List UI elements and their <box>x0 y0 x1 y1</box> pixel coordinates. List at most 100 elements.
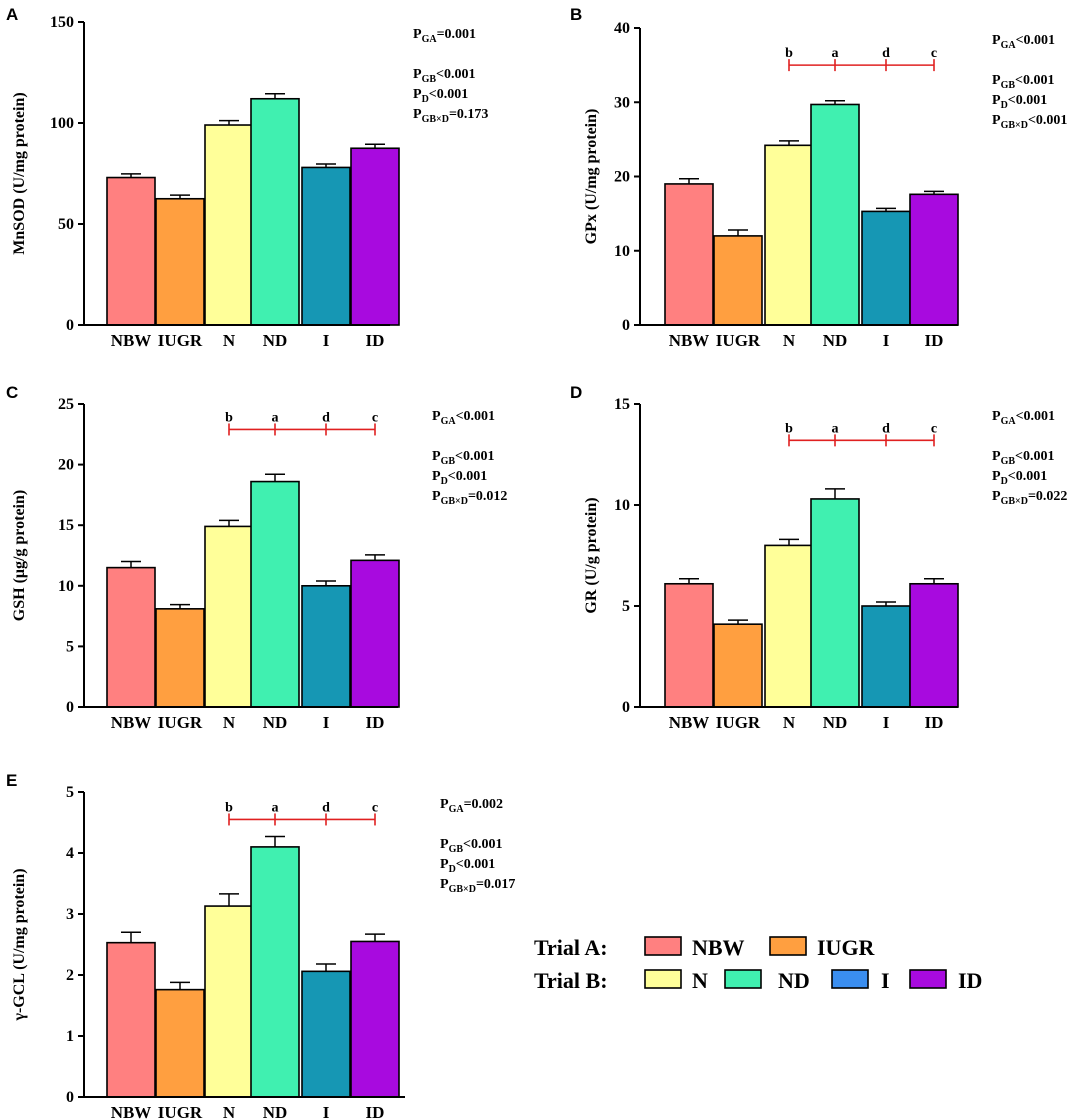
stat-line: PD<0.001 <box>992 93 1047 111</box>
bar-id <box>350 147 400 326</box>
stat-value: =0.017 <box>476 877 515 892</box>
legend-swatch <box>644 936 682 956</box>
y-tick-label: 40 <box>614 20 630 37</box>
legend-item-nbw: NBW <box>644 935 745 960</box>
bar-id <box>909 582 959 708</box>
bar-n <box>204 905 254 1098</box>
legend-swatch <box>769 936 807 956</box>
bar-nd <box>810 498 860 708</box>
stat-subscript: GB×D <box>1001 496 1028 507</box>
y-axis-label: GSH (μg/g protein) <box>11 490 28 621</box>
legend-label: N <box>692 968 708 993</box>
bar-n <box>764 544 814 708</box>
significance-letter: d <box>322 410 330 425</box>
error-bar <box>316 580 336 586</box>
x-tick-label: N <box>223 331 236 350</box>
x-tick-label: ID <box>925 331 944 350</box>
x-tick-label: N <box>783 331 796 350</box>
y-tick-label: 4 <box>66 845 74 862</box>
panel-b: B NBW IUGR N ND I ID 0 10 20 30 40 GPx (U/mg protein… <box>570 5 1067 350</box>
significance-letter: c <box>372 410 378 425</box>
legend-item-n: N <box>644 968 708 993</box>
stat-p: P <box>432 409 441 424</box>
stat-value: =0.001 <box>437 27 476 42</box>
y-tick-label: 15 <box>614 396 630 413</box>
x-tick-label: ND <box>263 713 288 732</box>
legend-swatch <box>909 969 947 989</box>
x-tick-label: N <box>223 713 236 732</box>
stat-line: PGB<0.001 <box>440 837 503 855</box>
bar-id <box>350 559 400 708</box>
stat-line: PGB<0.001 <box>992 449 1055 467</box>
y-tick-label: 100 <box>50 115 74 132</box>
significance-letter: c <box>372 800 378 815</box>
stat-subscript: GB <box>422 74 437 85</box>
x-tick-label: ID <box>925 713 944 732</box>
y-tick-label: 20 <box>614 169 630 186</box>
stat-line: PGA=0.001 <box>413 27 476 45</box>
significance-letter: b <box>225 410 233 425</box>
stat-p: P <box>432 489 441 504</box>
bar-iugr <box>713 623 763 708</box>
stat-line: PGA<0.001 <box>432 409 495 427</box>
y-axis-label: GPx (U/mg protein) <box>583 109 600 245</box>
x-tick-label: I <box>323 713 330 732</box>
bar-nbw <box>664 183 714 326</box>
significance-letter: a <box>272 410 279 425</box>
stat-value: =0.002 <box>464 797 503 812</box>
stat-line: PGA<0.001 <box>992 409 1055 427</box>
error-bar <box>219 519 239 527</box>
stat-line: PGB<0.001 <box>413 67 476 85</box>
bar-i <box>301 584 351 708</box>
stat-subscript: GB <box>1001 456 1016 467</box>
error-bar <box>265 92 285 99</box>
legend-trial-b: Trial B: <box>534 968 608 993</box>
stat-p: P <box>440 877 449 892</box>
stat-p: P <box>432 449 441 464</box>
stat-p: P <box>413 67 422 82</box>
bar-nbw <box>664 582 714 708</box>
stat-value: <0.001 <box>1016 409 1055 424</box>
x-tick-label: I <box>323 1103 330 1119</box>
x-tick-label: I <box>323 331 330 350</box>
stat-subscript: GA <box>441 416 457 427</box>
x-tick-label: I <box>883 713 890 732</box>
stat-p: P <box>413 27 422 42</box>
panel-letter: A <box>6 5 18 24</box>
significance-letter: a <box>832 46 839 61</box>
stat-subscript: GB×D <box>441 496 468 507</box>
bar-i <box>301 970 351 1098</box>
legend-swatch <box>724 969 762 989</box>
error-bar <box>365 933 385 942</box>
stat-value: =0.022 <box>1028 489 1067 504</box>
y-tick-label: 20 <box>58 457 74 474</box>
x-tick-label: ND <box>823 331 848 350</box>
bar-nbw <box>106 941 156 1098</box>
error-bar <box>170 981 190 990</box>
x-tick-label: ND <box>823 713 848 732</box>
x-tick-label: ND <box>263 331 288 350</box>
stat-p: P <box>413 87 422 102</box>
panel-letter: B <box>570 5 582 24</box>
y-tick-label: 0 <box>66 1089 74 1106</box>
significance-letter: b <box>225 800 233 815</box>
y-axis-label: γ-GCL (U/mg protein) <box>11 868 28 1021</box>
bar-iugr <box>713 235 763 326</box>
stat-p: P <box>992 73 1001 88</box>
error-bar <box>265 835 285 847</box>
legend-label: ID <box>958 968 982 993</box>
stat-line: PD<0.001 <box>432 469 487 487</box>
stat-p: P <box>992 469 1001 484</box>
stat-value: <0.001 <box>436 67 475 82</box>
stat-line: PGB×D=0.012 <box>432 489 507 507</box>
y-tick-label: 25 <box>58 396 74 413</box>
stat-subscript: GB <box>441 456 456 467</box>
stat-value: <0.001 <box>463 837 502 852</box>
bar-i <box>301 166 351 326</box>
significance-letter: c <box>931 421 937 436</box>
stat-value: <0.001 <box>1028 113 1067 128</box>
